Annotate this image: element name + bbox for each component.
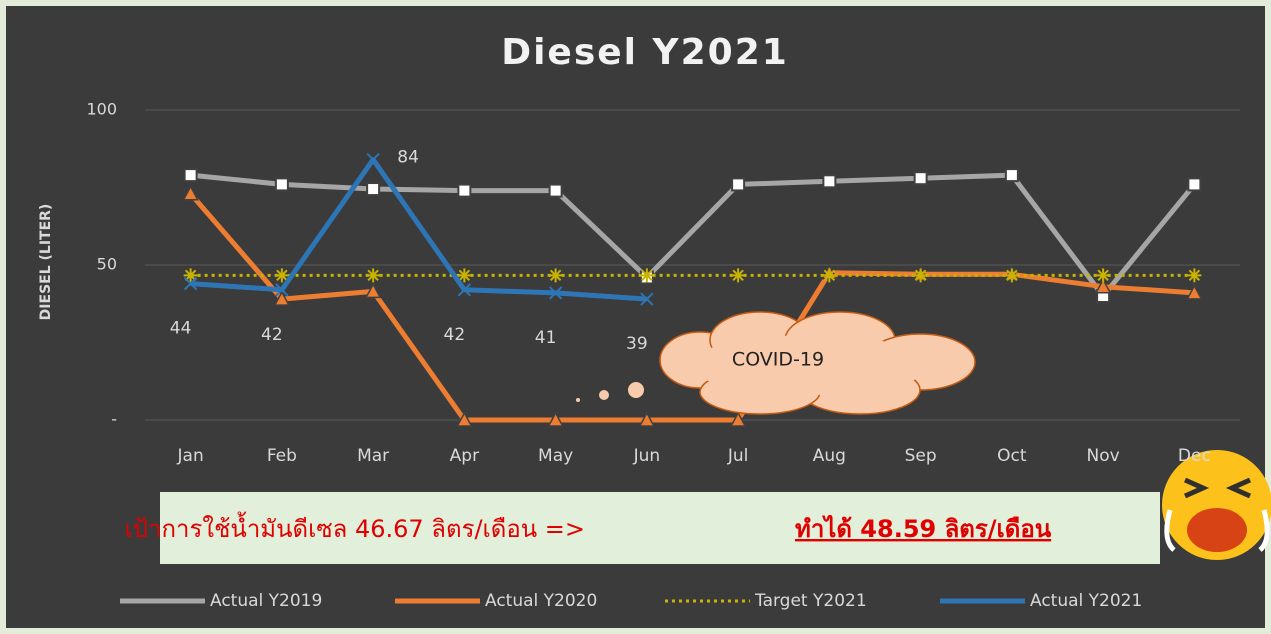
legend-label: Actual Y2021 <box>1030 591 1142 611</box>
marker <box>182 185 199 201</box>
legend-label: Actual Y2019 <box>210 591 322 611</box>
marker <box>548 268 563 283</box>
marker <box>913 268 928 283</box>
marker <box>274 268 289 283</box>
x-tick-label: Mar <box>357 446 389 466</box>
marker <box>1187 268 1202 283</box>
x-tick-label: Jun <box>633 446 661 466</box>
series-line <box>190 172 1197 299</box>
marker <box>457 283 472 297</box>
cloud-label: COVID-19 <box>732 349 824 371</box>
legend-label: Actual Y2020 <box>485 591 597 611</box>
data-label: 41 <box>535 328 557 348</box>
data-label: 84 <box>397 148 419 168</box>
marker <box>1186 284 1203 300</box>
series-line <box>188 192 1195 423</box>
marker <box>366 182 381 197</box>
marker <box>275 283 289 297</box>
marker <box>731 268 746 283</box>
marker <box>183 168 198 183</box>
marker <box>822 174 837 189</box>
crying-emoji <box>1162 450 1271 560</box>
y-tick-label: 100 <box>86 100 117 119</box>
x-tick-label: Nov <box>1087 446 1120 466</box>
x-tick-label: Sep <box>905 446 937 466</box>
data-label: 42 <box>444 325 466 345</box>
marker <box>457 183 472 198</box>
marker <box>913 171 928 186</box>
marker <box>729 411 747 427</box>
marker <box>366 268 381 283</box>
x-tick-label: Jan <box>177 446 204 466</box>
x-tick-label: Oct <box>997 446 1027 466</box>
marker <box>548 183 563 198</box>
marker <box>1187 177 1202 192</box>
marker <box>1004 268 1019 283</box>
marker <box>731 177 746 192</box>
banner <box>160 492 1160 564</box>
marker <box>366 152 380 167</box>
marker <box>1094 278 1112 294</box>
x-tick-label: May <box>538 446 573 466</box>
marker <box>1004 168 1019 183</box>
legend-label: Target Y2021 <box>754 591 867 611</box>
marker <box>822 268 837 283</box>
y-tick-label: 50 <box>97 255 117 274</box>
y-tick-label: - <box>111 410 117 429</box>
marker <box>638 411 656 427</box>
banner-result: ทำได้ 48.59 ลิตร/เดือน <box>795 514 1052 543</box>
x-tick-label: Aug <box>813 446 846 466</box>
marker <box>1096 268 1111 283</box>
x-tick-label: Apr <box>450 446 479 466</box>
data-label: 44 <box>170 319 192 339</box>
x-tick-label: Dec <box>1178 446 1211 466</box>
marker <box>274 177 289 192</box>
marker <box>183 268 198 283</box>
marker <box>456 411 473 427</box>
marker <box>273 290 291 306</box>
data-label: 39 <box>626 334 648 354</box>
chart-title: Diesel Y2021 <box>501 32 789 73</box>
covid-cloud <box>576 311 976 415</box>
x-tick-label: Jul <box>727 446 749 466</box>
x-tick-label: Feb <box>267 446 297 466</box>
marker <box>548 286 563 300</box>
y-axis-label: DIESEL (LITER) <box>38 204 54 321</box>
marker <box>364 282 382 299</box>
marker <box>547 411 564 427</box>
marker <box>640 292 654 306</box>
marker <box>457 268 472 283</box>
series-line <box>190 157 648 302</box>
banner-target: เป้าการใช้น้ำมันดีเซล 46.67 ลิตร/เดือน =… <box>125 511 585 543</box>
marker <box>639 268 654 283</box>
marker <box>183 276 198 291</box>
data-label: 42 <box>261 325 283 345</box>
